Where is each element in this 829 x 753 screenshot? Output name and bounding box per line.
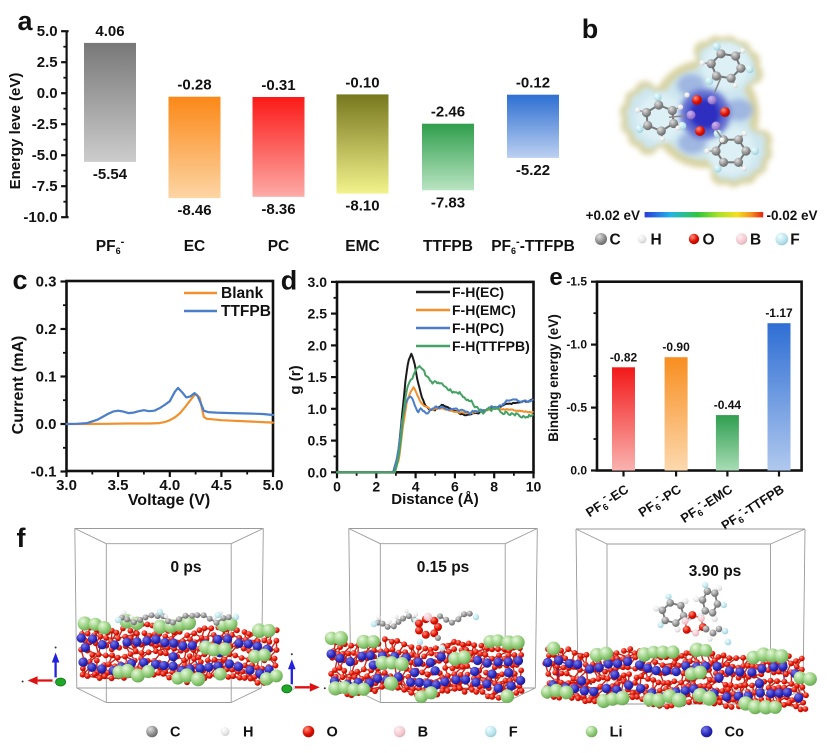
svg-text:-0.02 eV: -0.02 eV bbox=[767, 208, 818, 223]
svg-text:-0.28: -0.28 bbox=[177, 77, 211, 94]
svg-text:C: C bbox=[170, 725, 181, 741]
svg-text:0.3: 0.3 bbox=[36, 274, 57, 291]
svg-text:Current (mA): Current (mA) bbox=[10, 336, 27, 435]
svg-text:-0.10: -0.10 bbox=[345, 74, 379, 91]
svg-text:-1.0: -1.0 bbox=[566, 338, 587, 352]
svg-text:0.0: 0.0 bbox=[36, 416, 57, 433]
svg-text:TTFPB: TTFPB bbox=[221, 303, 271, 320]
svg-text:0.2: 0.2 bbox=[36, 321, 57, 338]
svg-text:Co: Co bbox=[725, 725, 744, 741]
svg-text:0.0: 0.0 bbox=[308, 464, 328, 480]
svg-text:3.0: 3.0 bbox=[308, 274, 328, 290]
svg-text:F-H(PC): F-H(PC) bbox=[452, 320, 504, 336]
svg-text:-10.0: -10.0 bbox=[23, 209, 57, 226]
svg-text:3.90 ps: 3.90 ps bbox=[689, 563, 742, 580]
svg-text:0.15 ps: 0.15 ps bbox=[417, 559, 470, 576]
svg-text:-7.83: -7.83 bbox=[431, 194, 465, 211]
svg-text:0 ps: 0 ps bbox=[170, 559, 201, 576]
svg-text:e: e bbox=[549, 264, 562, 291]
svg-text:b: b bbox=[582, 14, 599, 44]
svg-text:-2.5: -2.5 bbox=[32, 116, 58, 133]
svg-text:f: f bbox=[17, 523, 27, 553]
svg-text:Binding energy (eV): Binding energy (eV) bbox=[546, 314, 561, 442]
svg-text:Distance (Å): Distance (Å) bbox=[391, 491, 479, 508]
svg-text:3.5: 3.5 bbox=[108, 477, 129, 494]
svg-text:-2.46: -2.46 bbox=[431, 104, 465, 121]
svg-text:-0.1: -0.1 bbox=[31, 464, 57, 481]
svg-text:F: F bbox=[790, 232, 799, 249]
svg-text:4.5: 4.5 bbox=[211, 477, 232, 494]
svg-text:1.0: 1.0 bbox=[308, 401, 328, 417]
svg-text:F-H(TTFPB): F-H(TTFPB) bbox=[452, 338, 530, 354]
svg-text:-5.22: -5.22 bbox=[516, 162, 550, 179]
svg-text:-0.44: -0.44 bbox=[714, 398, 742, 412]
svg-text:-8.36: -8.36 bbox=[261, 201, 295, 218]
svg-text:-8.10: -8.10 bbox=[345, 198, 379, 215]
svg-text:1.5: 1.5 bbox=[308, 369, 328, 385]
svg-text:0: 0 bbox=[333, 478, 341, 494]
svg-text:-5.54: -5.54 bbox=[93, 166, 128, 183]
svg-text:-0.31: -0.31 bbox=[261, 77, 295, 94]
svg-text:-5.0: -5.0 bbox=[32, 147, 58, 164]
svg-text:O: O bbox=[703, 232, 715, 249]
svg-text:10: 10 bbox=[526, 478, 542, 494]
svg-text:F-H(EC): F-H(EC) bbox=[452, 284, 504, 300]
svg-text:-8.46: -8.46 bbox=[177, 202, 211, 219]
svg-text:2.0: 2.0 bbox=[308, 337, 328, 353]
svg-text:Li: Li bbox=[610, 725, 623, 741]
svg-text:H: H bbox=[243, 725, 253, 741]
svg-text:H: H bbox=[651, 232, 662, 249]
svg-text:5.0: 5.0 bbox=[263, 477, 284, 494]
svg-text:F-H(EMC): F-H(EMC) bbox=[452, 302, 516, 318]
svg-text:PF6--TTFPB: PF6--TTFPB bbox=[491, 236, 575, 256]
svg-text:-0.90: -0.90 bbox=[662, 340, 690, 354]
svg-text:2.5: 2.5 bbox=[308, 306, 328, 322]
svg-text:8: 8 bbox=[490, 478, 498, 494]
svg-text:a: a bbox=[17, 6, 33, 36]
svg-text:Voltage (V): Voltage (V) bbox=[128, 492, 210, 509]
svg-text:B: B bbox=[418, 725, 428, 741]
svg-text:B: B bbox=[750, 232, 761, 249]
svg-text:2.5: 2.5 bbox=[37, 54, 58, 71]
svg-text:3.0: 3.0 bbox=[56, 477, 77, 494]
svg-text:0.5: 0.5 bbox=[308, 433, 328, 449]
svg-text:0.0: 0.0 bbox=[570, 464, 587, 478]
svg-text:-1.17: -1.17 bbox=[765, 306, 793, 320]
svg-text:4.06: 4.06 bbox=[95, 23, 124, 40]
svg-text:EC: EC bbox=[184, 238, 206, 255]
svg-text:g (r): g (r) bbox=[287, 365, 304, 394]
svg-text:EMC: EMC bbox=[345, 238, 379, 255]
svg-text:d: d bbox=[281, 266, 298, 296]
svg-text:0.0: 0.0 bbox=[37, 85, 58, 102]
svg-text:F: F bbox=[509, 725, 518, 741]
svg-text:C: C bbox=[610, 232, 621, 249]
svg-text:TTFPB: TTFPB bbox=[423, 238, 473, 255]
svg-text:PF6-: PF6- bbox=[96, 236, 125, 256]
svg-text:c: c bbox=[12, 265, 27, 295]
svg-text:-1.5: -1.5 bbox=[566, 275, 587, 289]
svg-text:+0.02 eV: +0.02 eV bbox=[586, 208, 640, 223]
svg-text:-0.5: -0.5 bbox=[566, 401, 587, 415]
svg-text:Blank: Blank bbox=[221, 285, 264, 302]
svg-text:PC: PC bbox=[268, 238, 290, 255]
svg-text:Energy leve (eV): Energy leve (eV) bbox=[7, 73, 24, 190]
svg-text:2: 2 bbox=[372, 478, 380, 494]
svg-text:O: O bbox=[327, 725, 338, 741]
svg-text:0.1: 0.1 bbox=[36, 369, 57, 386]
svg-text:5.0: 5.0 bbox=[37, 23, 58, 40]
svg-text:-7.5: -7.5 bbox=[32, 178, 58, 195]
svg-text:-0.82: -0.82 bbox=[610, 350, 638, 364]
svg-text:-0.12: -0.12 bbox=[516, 75, 550, 92]
